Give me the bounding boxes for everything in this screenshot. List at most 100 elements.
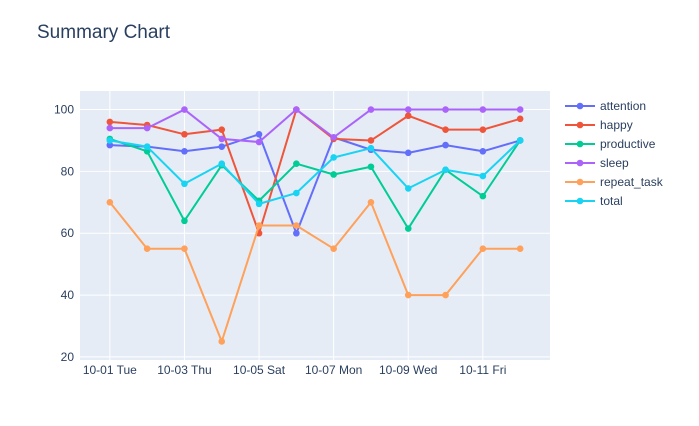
- series-line-attention: [109, 133, 521, 235]
- data-point-sleep: [516, 106, 524, 113]
- data-point-repeat_task: [106, 199, 114, 206]
- data-point-total: [293, 189, 300, 197]
- x-tick-label: 10-03 Thu: [157, 363, 212, 377]
- series-line-productive: [109, 137, 521, 230]
- data-point-repeat_task: [404, 291, 412, 299]
- data-point-attention: [106, 141, 114, 149]
- data-point-total: [404, 185, 412, 192]
- legend-swatch-marker: [576, 140, 584, 148]
- data-point-sleep: [367, 106, 375, 113]
- y-tick-label: 80: [61, 164, 75, 178]
- data-point-productive: [479, 192, 487, 200]
- legend-item-productive: productive: [565, 137, 656, 151]
- data-point-happy: [218, 126, 226, 133]
- y-tick-label: 60: [61, 226, 75, 240]
- data-point-attention: [293, 229, 300, 237]
- legend-item-sleep: sleep: [565, 156, 629, 170]
- data-point-attention: [404, 149, 412, 157]
- data-point-happy: [479, 126, 487, 133]
- data-point-total: [479, 172, 487, 180]
- data-point-repeat_task: [293, 222, 300, 229]
- data-point-sleep: [479, 106, 487, 113]
- y-axis: 20 40 60 80 100: [54, 103, 74, 364]
- legend-item-attention: attention: [565, 99, 646, 113]
- series-sleep: [106, 106, 524, 146]
- data-point-repeat_task: [218, 338, 226, 345]
- data-point-total: [143, 143, 151, 150]
- data-point-repeat_task: [442, 291, 449, 299]
- data-point-repeat_task: [479, 245, 487, 252]
- data-point-happy: [404, 112, 412, 120]
- data-point-sleep: [143, 124, 151, 132]
- x-axis: 10-01 Tue 10-03 Thu 10-05 Sat 10-07 Mon 10-0…: [83, 363, 507, 377]
- data-point-happy: [516, 115, 524, 123]
- data-point-repeat_task: [181, 245, 188, 252]
- data-point-sleep: [181, 106, 188, 113]
- data-point-attention: [218, 143, 226, 150]
- legend-swatch-marker: [576, 102, 584, 110]
- legend-swatch-marker: [576, 197, 584, 205]
- x-tick-label: 10-01 Tue: [83, 363, 137, 377]
- legend-label: total: [600, 194, 623, 208]
- data-point-productive: [404, 225, 412, 232]
- data-point-sleep: [106, 124, 114, 132]
- series-line-repeat_task: [109, 201, 521, 343]
- legend-item-total: total: [565, 194, 623, 208]
- legend: attention happy productive sleep repeat_task…: [565, 99, 664, 208]
- series-layer: [106, 106, 524, 345]
- data-point-happy: [181, 130, 188, 138]
- legend-label: attention: [600, 99, 646, 113]
- data-point-sleep: [255, 138, 263, 146]
- series-total: [106, 137, 524, 208]
- series-repeat_task: [106, 199, 524, 345]
- legend-label: happy: [600, 118, 633, 132]
- legend-item-happy: happy: [565, 118, 633, 132]
- legend-label: productive: [600, 137, 656, 151]
- y-tick-label: 40: [61, 288, 75, 302]
- legend-swatch-marker: [576, 121, 584, 129]
- x-tick-label: 10-09 Wed: [379, 363, 437, 377]
- legend-label: repeat_task: [600, 175, 664, 189]
- data-point-sleep: [404, 106, 412, 113]
- data-point-happy: [106, 118, 114, 126]
- data-point-productive: [330, 171, 337, 178]
- data-point-productive: [367, 163, 375, 171]
- plot-background: [80, 91, 550, 360]
- data-point-repeat_task: [143, 245, 151, 252]
- series-line-sleep: [109, 108, 521, 144]
- y-tick-label: 20: [61, 350, 75, 364]
- chart-title: Summary Chart: [37, 22, 171, 43]
- data-point-attention: [442, 141, 449, 149]
- data-point-happy: [367, 137, 375, 144]
- legend-swatch-marker: [576, 159, 584, 167]
- data-point-total: [218, 160, 226, 167]
- data-point-happy: [442, 126, 449, 133]
- data-point-repeat_task: [367, 199, 375, 206]
- data-point-sleep: [442, 106, 449, 113]
- data-point-productive: [293, 160, 300, 167]
- y-tick-label: 100: [54, 103, 74, 117]
- data-point-total: [106, 137, 114, 144]
- x-tick-label: 10-05 Sat: [233, 363, 286, 377]
- data-point-attention: [255, 130, 263, 138]
- data-point-productive: [181, 217, 188, 225]
- legend-item-repeat_task: repeat_task: [565, 175, 664, 189]
- series-line-total: [109, 139, 521, 205]
- data-point-attention: [181, 147, 188, 155]
- data-point-total: [181, 180, 188, 188]
- data-point-total: [330, 154, 337, 161]
- data-point-sleep: [218, 135, 226, 143]
- data-point-repeat_task: [330, 245, 337, 252]
- data-point-total: [516, 137, 524, 144]
- data-point-total: [255, 200, 263, 208]
- data-point-repeat_task: [516, 245, 524, 252]
- legend-label: sleep: [600, 156, 629, 170]
- x-tick-label: 10-07 Mon: [305, 363, 362, 377]
- data-point-total: [367, 144, 375, 152]
- data-point-repeat_task: [255, 222, 263, 229]
- data-point-attention: [479, 147, 487, 155]
- x-tick-label: 10-11 Fri: [459, 363, 506, 377]
- data-point-total: [442, 166, 449, 174]
- data-point-sleep: [293, 106, 300, 113]
